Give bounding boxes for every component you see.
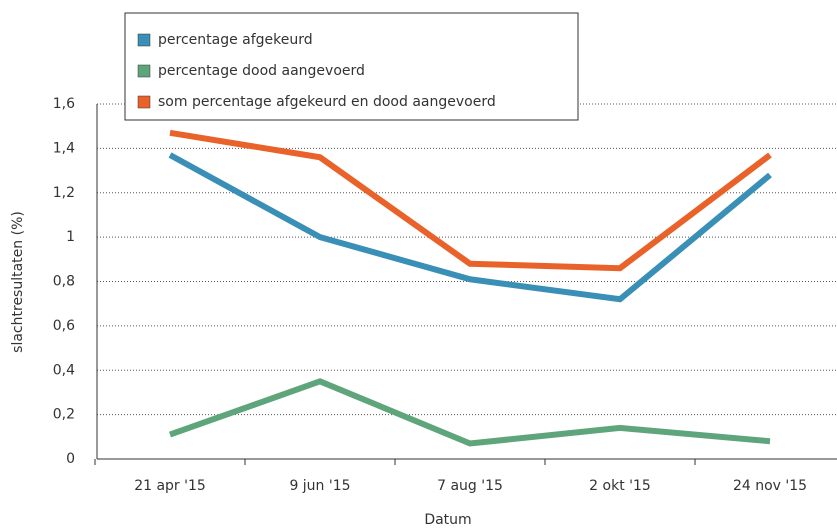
x-tick-label: 9 jun '15 [289,478,350,494]
y-tick-label: 0,8 [53,274,75,290]
legend-label: som percentage afgekeurd en dood aangevo… [158,94,496,110]
y-tick-label: 1,2 [53,185,75,201]
y-axis-label: slachtresultaten (%) [10,211,26,353]
y-tick-label: 1,6 [53,96,75,112]
y-tick-label: 0,2 [53,407,75,423]
series-line [168,378,771,447]
x-tick-label: 24 nov '15 [733,478,807,494]
legend-swatch [137,64,151,78]
series-line [169,129,772,272]
legend-swatch [137,33,151,47]
x-tick-label: 21 apr '15 [134,478,206,494]
legend-box [124,12,579,121]
legend-swatch [137,95,151,109]
series-line [168,152,772,303]
y-tick-label: 0 [66,451,75,467]
y-tick-label: 1,4 [53,140,75,156]
legend-label: percentage dood aangevoerd [158,63,365,79]
x-axis-label: Datum [424,512,471,528]
y-tick-label: 0,6 [53,318,75,334]
x-tick-label: 7 aug '15 [437,478,503,494]
y-tick-label: 0,4 [53,362,75,378]
x-tick-label: 2 okt '15 [589,478,651,494]
y-tick-label: 1 [66,229,75,245]
legend-label: percentage afgekeurd [158,32,313,48]
